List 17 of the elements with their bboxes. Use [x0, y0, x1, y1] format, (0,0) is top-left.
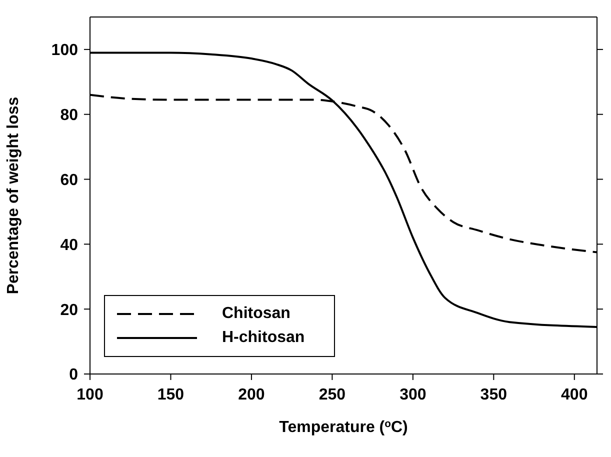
x-tick-label: 150: [157, 386, 184, 404]
x-tick-label: 400: [561, 386, 588, 404]
legend-label: Chitosan: [222, 305, 290, 323]
y-tick-label: 20: [60, 302, 78, 319]
y-tick-label: 0: [69, 366, 78, 384]
x-tick-label: 350: [480, 386, 508, 404]
y-tick-label: 40: [60, 236, 78, 254]
x-tick-label: 300: [400, 386, 426, 404]
x-tick-label: 200: [238, 386, 265, 404]
legend-label: H-chitosan: [222, 329, 305, 347]
x-tick-label: 100: [76, 386, 104, 404]
y-tick-label: 100: [51, 42, 78, 60]
x-tick-label: 250: [318, 386, 346, 404]
y-axis-title: Percentage of weight loss: [5, 96, 22, 294]
y-tick-label: 60: [60, 172, 78, 189]
y-tick-label: 80: [60, 107, 78, 124]
x-axis-title: Temperature ($^{o}$C): [279, 418, 408, 436]
